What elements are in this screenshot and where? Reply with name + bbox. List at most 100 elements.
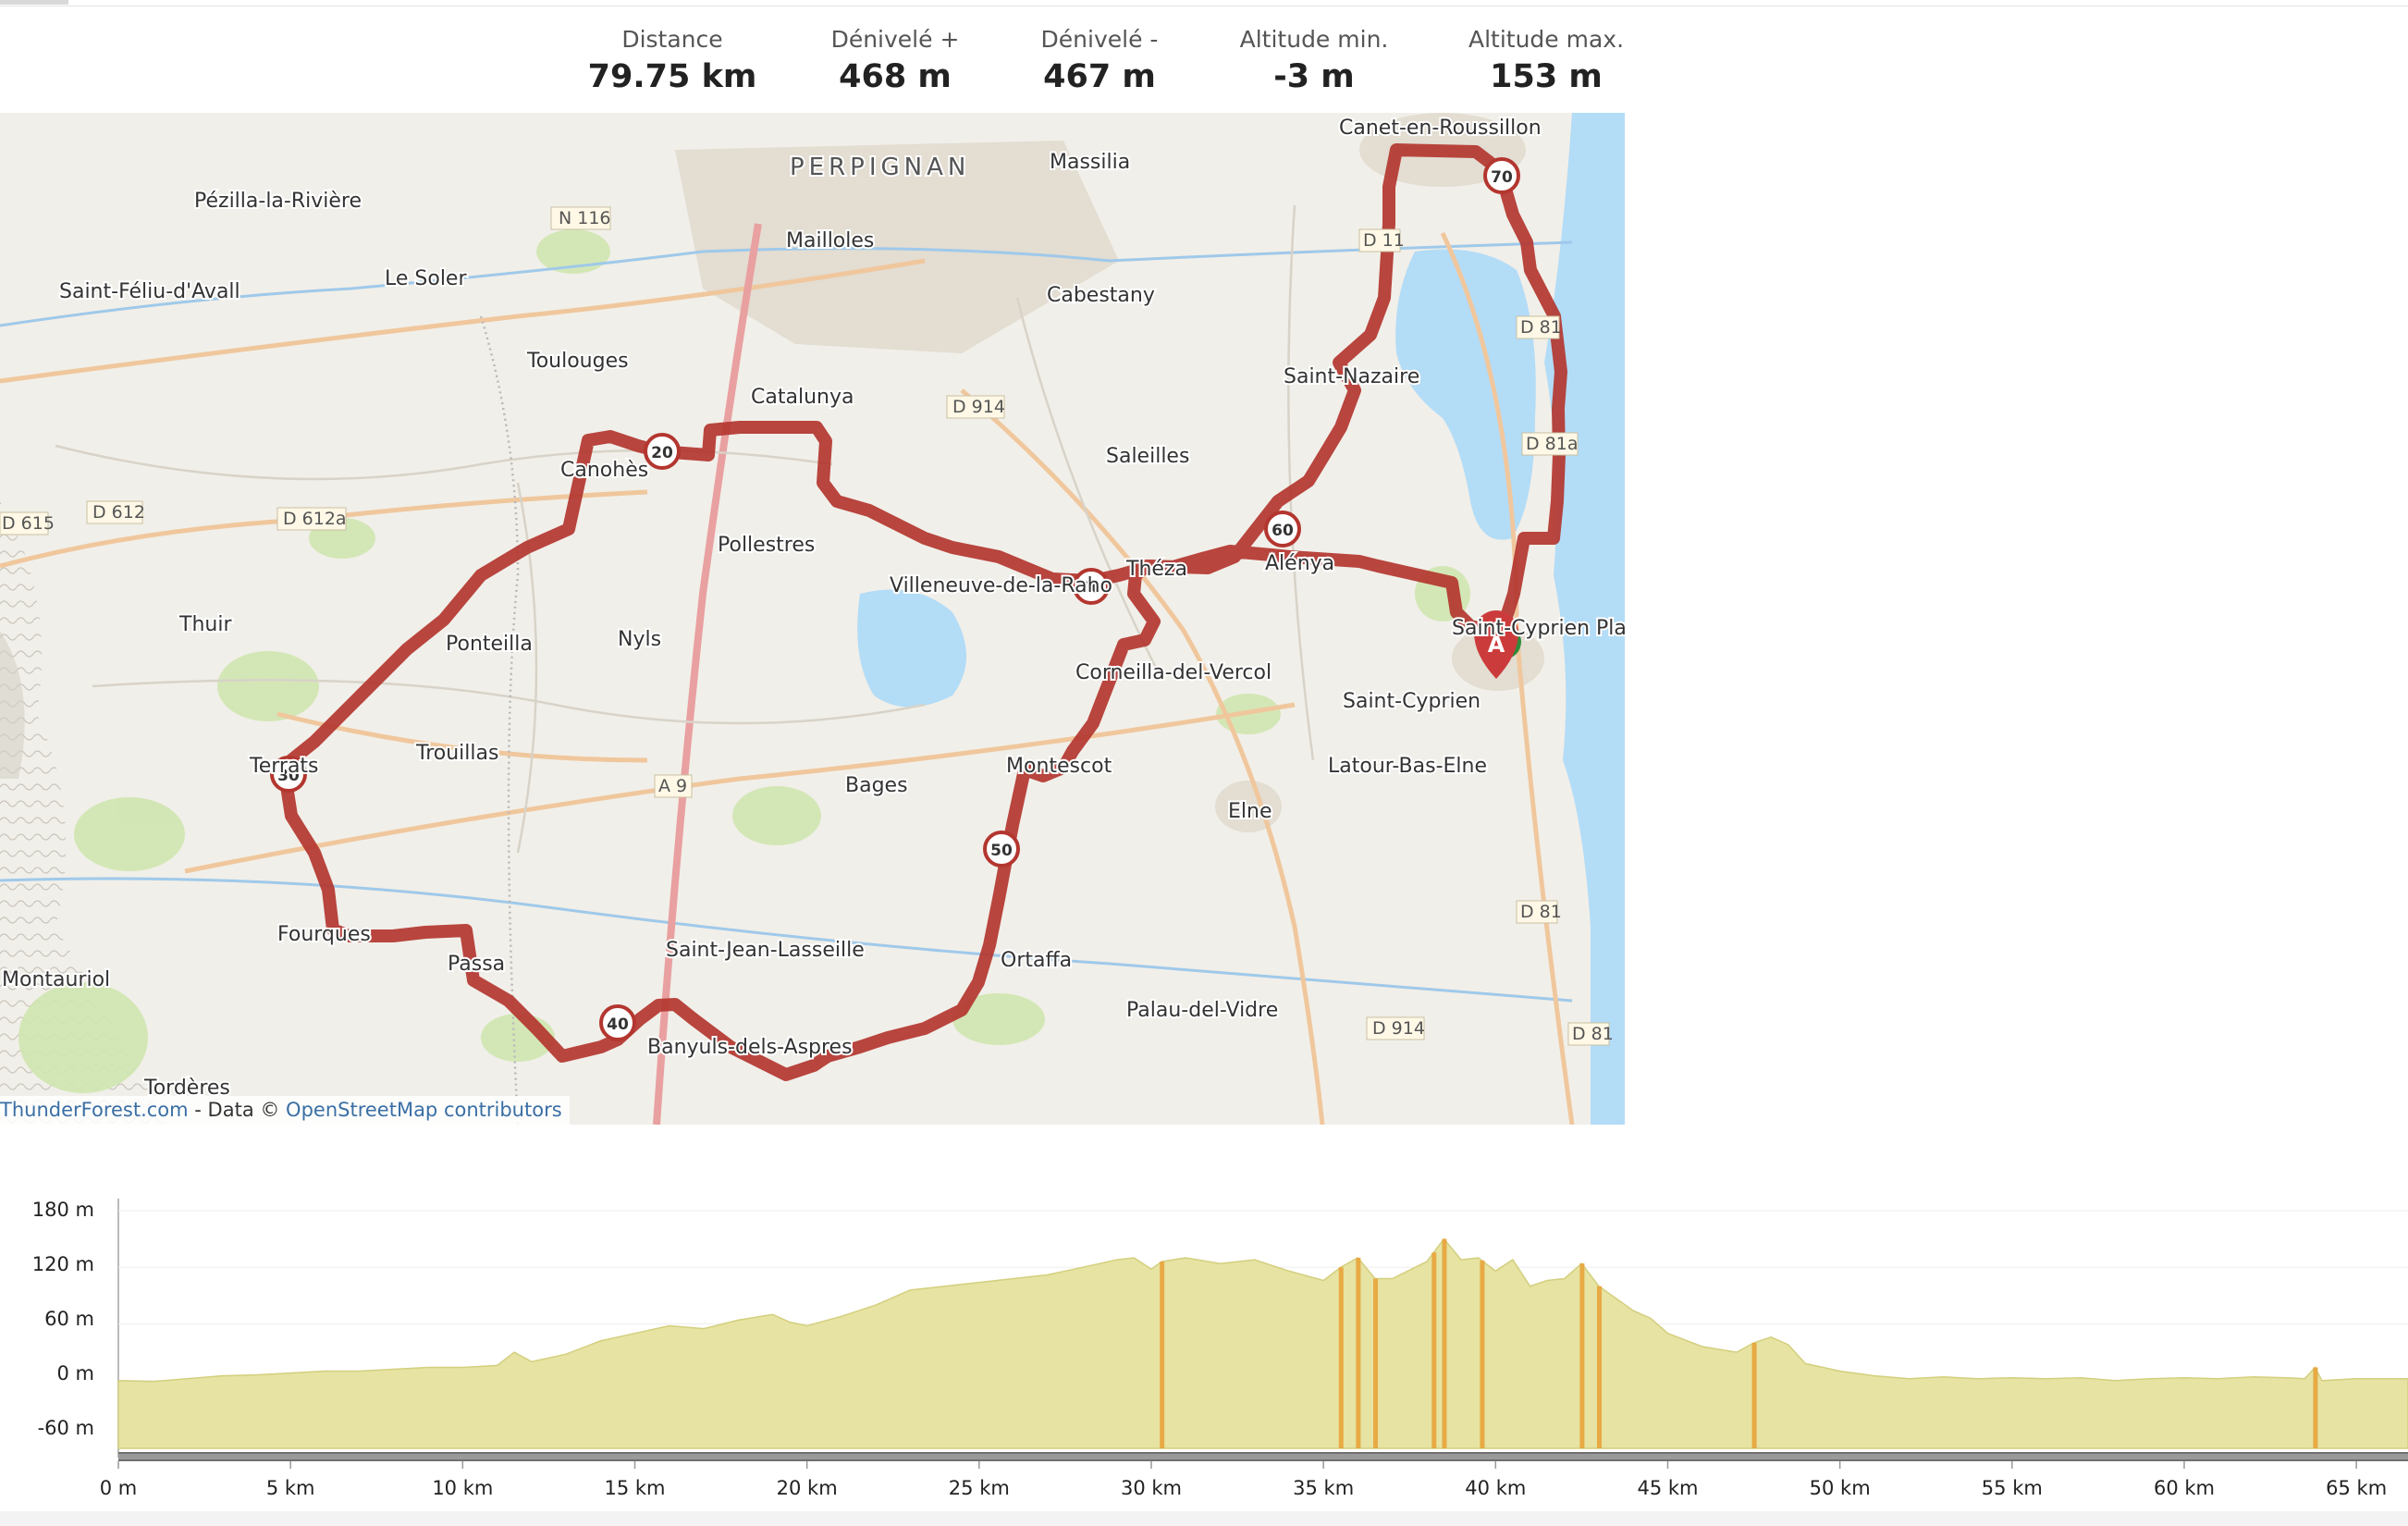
svg-text:10: 10 (1080, 579, 1102, 597)
stat-elevation-loss: Dénivelé - 467 m (993, 26, 1206, 95)
km-marker-10[interactable]: 10 (1073, 568, 1110, 605)
steep-segment (1597, 1286, 1603, 1448)
stats-bar: Distance 79.75 km Dénivelé + 468 m Déniv… (0, 0, 2408, 113)
y-tick-label: 0 m (56, 1362, 95, 1384)
sea-edge (1591, 113, 1625, 1125)
stat-distance: Distance 79.75 km (566, 26, 779, 95)
svg-text:D 914: D 914 (952, 397, 1005, 417)
place-label: Saint-Féliu-d'Avall (59, 280, 240, 303)
place-label: Fourques (277, 923, 371, 946)
x-tick-label: 35 km (1293, 1477, 1355, 1499)
stat-value: 153 m (1490, 58, 1603, 95)
svg-text:40: 40 (607, 1015, 629, 1034)
x-tick-label: 30 km (1120, 1477, 1182, 1499)
stat-altitude-min: Altitude min. -3 m (1208, 26, 1420, 95)
svg-text:D 615: D 615 (2, 513, 55, 534)
place-label: Toulouges (526, 350, 629, 373)
steep-segment (1751, 1342, 1757, 1448)
place-label: Latour-Bas-Elne (1328, 755, 1487, 778)
x-tick-label: 45 km (1637, 1477, 1699, 1499)
place-label: Catalunya (751, 386, 854, 409)
lagoon (1395, 249, 1536, 540)
place-label: Saint-Nazaire (1284, 365, 1419, 388)
stat-label: Distance (621, 26, 723, 53)
place-label: Elne (1228, 800, 1272, 823)
place-label: Cabestany (1047, 284, 1155, 307)
place-label: Pézilla-la-Rivière (194, 190, 362, 213)
steep-segment (1373, 1278, 1379, 1448)
place-label: Canohès (560, 459, 648, 482)
place-label: Saleilles (1106, 445, 1189, 468)
place-label: Bages (845, 774, 908, 797)
svg-text:D 81a: D 81a (1526, 434, 1579, 454)
place-label: Saint-Cyprien (1343, 690, 1480, 713)
x-axis-ticks (117, 1461, 2357, 1469)
urban-areas (675, 113, 1544, 832)
place-label: Villeneuve-de-la-Raho (890, 574, 1112, 597)
x-tick-label: 20 km (776, 1477, 838, 1499)
km-marker-30[interactable]: 30 (270, 756, 307, 793)
place-label: Saint-Cyprien Plage (1452, 617, 1625, 640)
km-marker-60[interactable]: 60 (1264, 511, 1301, 548)
steep-segment (1442, 1238, 1447, 1448)
place-label: Montescot (1006, 755, 1112, 778)
map-canvas[interactable]: 10 20 30 40 50 60 70 A N 116 D 914 D 612… (0, 113, 1625, 1125)
relief-area (0, 501, 166, 1125)
place-label: Montauriol (2, 968, 110, 991)
svg-text:20: 20 (651, 444, 673, 462)
lake-villeneuve (857, 589, 966, 708)
y-tick-label: -60 m (37, 1417, 94, 1439)
place-label: Terrats (249, 755, 319, 778)
x-tick-label: 25 km (948, 1477, 1010, 1499)
steep-segment (1431, 1252, 1437, 1448)
top-tab[interactable] (0, 0, 68, 5)
km-marker-50[interactable]: 50 (983, 831, 1020, 868)
km-marker-70[interactable]: 70 (1483, 157, 1520, 194)
railway (479, 315, 520, 1125)
svg-text:N 116: N 116 (559, 208, 611, 228)
svg-text:D 81: D 81 (1520, 902, 1562, 922)
place-label: Saint-Jean-Lasseille (666, 939, 865, 962)
stat-value: 467 m (1043, 58, 1156, 95)
stat-label: Altitude min. (1239, 26, 1389, 53)
elevation-chart[interactable] (0, 1125, 2408, 1526)
x-tick-label: 50 km (1809, 1477, 1871, 1499)
km-marker-40[interactable]: 40 (599, 1004, 636, 1041)
road-label: D 914 (946, 395, 1005, 419)
place-label: Mailloles (786, 229, 874, 252)
place-label: Pollestres (718, 534, 815, 557)
place-label: Nyls (618, 628, 661, 651)
attribution-thunderforest-link[interactable]: ThunderForest.com (0, 1099, 189, 1121)
map-attribution: ThunderForest.com - Data © OpenStreetMap… (0, 1096, 570, 1125)
svg-text:D 81: D 81 (1520, 317, 1562, 338)
svg-text:A: A (1488, 632, 1505, 658)
road-label: D 81 (1516, 315, 1562, 339)
stat-value: -3 m (1273, 58, 1355, 95)
road-label: N 116 (550, 206, 611, 230)
start-marker[interactable]: A (1474, 610, 1518, 679)
road-labels: N 116 D 914 D 612 D 612a D 615 A 9 D 81 … (0, 206, 1614, 1046)
svg-text:D 11: D 11 (1363, 230, 1405, 251)
svg-text:D 81: D 81 (1572, 1024, 1614, 1044)
svg-text:60: 60 (1272, 522, 1294, 540)
x-tick-label: 10 km (432, 1477, 494, 1499)
road-label: D 81a (1521, 432, 1579, 456)
place-labels: PERPIGNAN Massilia Canet-en-Roussillon P… (0, 115, 1625, 1101)
x-tick-label: 40 km (1465, 1477, 1527, 1499)
top-divider (0, 0, 2408, 6)
attribution-separator: - Data © (188, 1099, 287, 1121)
attribution-osm-link[interactable]: OpenStreetMap contributors (286, 1099, 562, 1121)
km-marker-20[interactable]: 20 (644, 433, 681, 470)
relief-shade (0, 631, 25, 779)
place-label: Le Soler (385, 267, 467, 290)
route-map[interactable]: 10 20 30 40 50 60 70 A N 116 D 914 D 612… (0, 113, 1625, 1125)
x-tick-label: 60 km (2153, 1477, 2215, 1499)
place-label: Passa (448, 953, 505, 976)
x-tick-label: 0 m (99, 1477, 138, 1499)
place-label: Ponteilla (446, 633, 533, 656)
km-markers: 10 20 30 40 50 60 70 (270, 157, 1520, 1041)
svg-text:D 612a: D 612a (283, 509, 347, 529)
road-label: A 9 (654, 774, 693, 798)
steep-segment (1160, 1261, 1165, 1448)
x-tick-label: 55 km (1981, 1477, 2043, 1499)
